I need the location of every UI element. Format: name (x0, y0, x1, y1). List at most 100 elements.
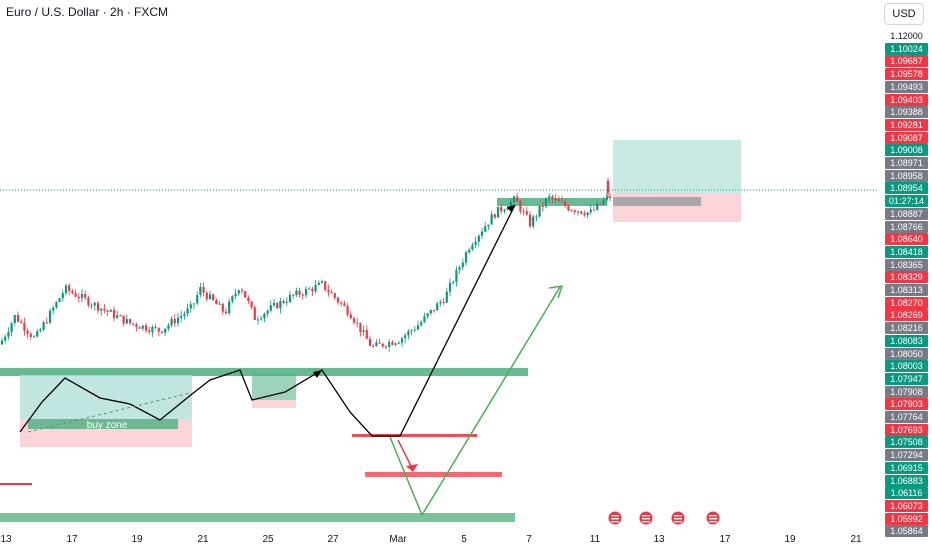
candle-body (135, 324, 138, 328)
candle-body (32, 336, 36, 338)
candle-body (592, 209, 596, 211)
candle-body (538, 205, 541, 217)
candle-body (253, 307, 256, 320)
candle-body (0, 340, 4, 345)
candle-body (103, 308, 106, 311)
candle-body (29, 333, 32, 337)
price-axis-label: 1.12000 (890, 31, 923, 41)
arrow-head (313, 370, 322, 378)
candle-body (349, 314, 352, 319)
candle-body (192, 303, 196, 305)
price-axis[interactable]: 1.12000 1.10024 1.09687 1.09578 1.09493 1.094… (877, 30, 932, 538)
candle-body (160, 331, 164, 333)
candle-body (378, 342, 381, 344)
candle-body (93, 302, 96, 306)
time-axis-label: Mar (389, 534, 407, 545)
candle-body (564, 201, 567, 206)
forecast-path (389, 286, 561, 517)
currency-button[interactable]: USD (884, 3, 924, 25)
candle-body (583, 213, 586, 216)
candle-body (138, 327, 141, 329)
candle-body (503, 209, 506, 212)
candle-body (106, 310, 109, 312)
candle-body (516, 196, 519, 202)
candle-body (330, 292, 333, 294)
price-axis-label: 1.09687 (885, 55, 928, 68)
candle-body (298, 290, 301, 295)
candle-body (237, 290, 240, 294)
candle-body (576, 211, 580, 213)
candle-body (285, 301, 288, 303)
candle-body (333, 293, 336, 298)
candle-body (52, 307, 55, 311)
candle-body (218, 303, 221, 305)
candle-body (336, 297, 340, 303)
candle-body (602, 200, 605, 205)
candle-body (279, 300, 282, 309)
candle-body (96, 302, 100, 311)
candle-body (23, 322, 26, 331)
buy-zone (28, 419, 178, 429)
candle-body (26, 330, 29, 334)
time-axis-label: 11 (589, 534, 601, 545)
red-arrow (397, 439, 414, 471)
candle-body (119, 315, 122, 317)
candle-body (439, 301, 442, 304)
candle-body (112, 309, 116, 318)
candle-body (391, 342, 394, 345)
candle-body (461, 262, 464, 268)
price-axis-label: 1.08003 (885, 360, 928, 373)
candle-body (180, 315, 183, 318)
candle-body (205, 292, 208, 300)
price-axis-label: 1.09281 (885, 118, 928, 131)
candles-group (0, 192, 612, 352)
candle-body (125, 318, 128, 324)
candle-body (64, 285, 68, 294)
candle-body (292, 294, 295, 296)
price-axis-label: 1.07764 (885, 411, 928, 423)
candle-body (260, 318, 263, 320)
candle-body (452, 282, 455, 284)
candle-body (176, 317, 180, 324)
position-marker (613, 197, 701, 206)
candle-body (263, 313, 266, 319)
price-axis-label: 1.08270 (885, 296, 928, 309)
price-axis-label: 1.06116 (885, 487, 928, 500)
price-axis-label: 1.09403 (885, 93, 928, 106)
price-axis-label: 1.09087 (885, 131, 928, 144)
time-axis-label: 19 (131, 534, 143, 545)
candle-body (240, 290, 244, 292)
candle-body (148, 330, 151, 333)
candle-body (436, 303, 439, 311)
range-box-mid-stop (252, 400, 296, 408)
candle-body (365, 330, 368, 339)
price-axis-label: 1.08640 (885, 233, 928, 246)
candle-body (490, 214, 493, 225)
candle-body (228, 301, 231, 314)
price-axis-label: 1.08050 (885, 347, 928, 360)
candle-body (464, 252, 468, 263)
price-axis-label: 1.08365 (885, 258, 928, 271)
candle-body (128, 318, 132, 324)
candle-body (208, 294, 212, 300)
time-axis-label: 13 (0, 534, 12, 545)
flag-stripe (709, 515, 717, 517)
candle-body (215, 299, 218, 305)
candle-body (375, 342, 378, 347)
candle-body (170, 318, 173, 326)
support-zone-bottom (0, 513, 515, 522)
price-chart[interactable]: buy zone (0, 0, 877, 530)
candle-body (356, 322, 359, 324)
candle-body (301, 294, 304, 296)
time-axis-label: 17 (719, 534, 731, 545)
candle-body (560, 201, 564, 203)
flag-stripe (611, 518, 619, 520)
candle-body (522, 211, 525, 213)
time-axis[interactable]: 13 17 19 21 25 27 Mar 5 7 11 13 17 19 21 (0, 530, 876, 550)
candle-body (84, 293, 87, 298)
sweep-line (352, 434, 477, 437)
range-box-mid (252, 374, 296, 400)
candle-body (13, 315, 16, 324)
flag-stripe (642, 515, 650, 517)
candle-body (282, 300, 285, 303)
